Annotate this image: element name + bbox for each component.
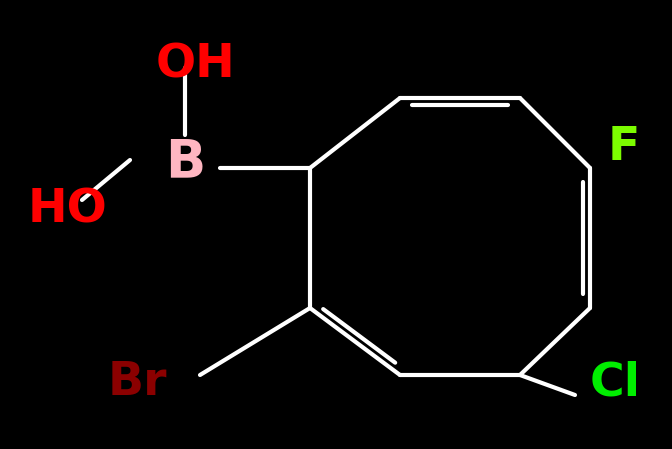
Text: HO: HO — [28, 188, 108, 233]
Text: B: B — [165, 136, 205, 188]
Text: Br: Br — [108, 360, 167, 405]
Text: OH: OH — [155, 42, 235, 87]
Text: F: F — [608, 126, 640, 171]
Text: Cl: Cl — [590, 360, 641, 405]
